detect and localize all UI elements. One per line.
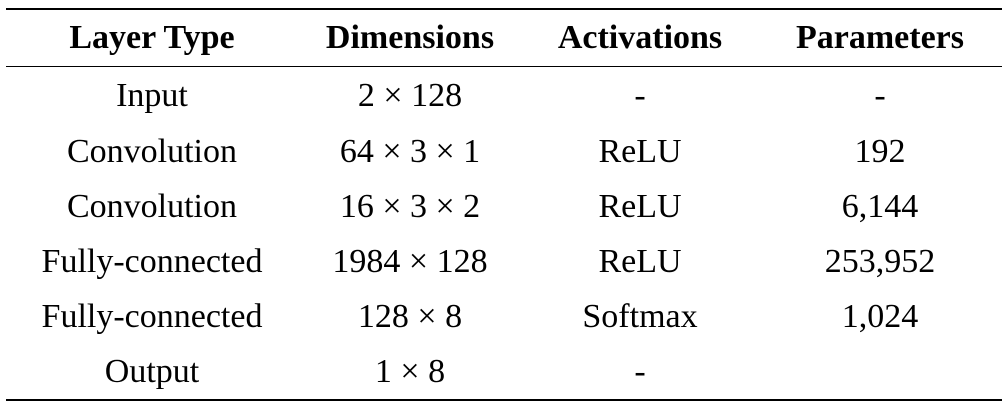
table-row: Fully-connected 128 × 8 Softmax 1,024 [6, 289, 1002, 344]
cell-dimensions: 128 × 8 [357, 297, 463, 335]
table-row: Convolution 16 × 3 × 2 ReLU 6,144 [6, 179, 1002, 234]
bottom-rule [6, 399, 1002, 401]
cell-layer-type: Fully-connected [41, 242, 263, 280]
cell-activations: - [634, 352, 646, 390]
cell-layer-type: Fully-connected [41, 297, 263, 335]
cell-layer-type: Convolution [66, 132, 238, 170]
table-header-row: Layer Type Dimensions Activations Parame… [6, 10, 1002, 66]
cell-activations: Softmax [582, 297, 698, 335]
cell-layer-type: Convolution [66, 187, 238, 225]
header-rule [6, 66, 1002, 67]
header-layer-type: Layer Type [69, 19, 235, 56]
table-row: Convolution 64 × 3 × 1 ReLU 192 [6, 124, 1002, 179]
cell-activations: ReLU [598, 132, 682, 170]
cell-parameters: 192 [854, 132, 906, 170]
header-dimensions: Dimensions [325, 19, 495, 56]
layer-table: Layer Type Dimensions Activations Parame… [6, 8, 1002, 401]
cell-layer-type: Input [116, 76, 188, 114]
cell-dimensions: 1984 × 128 [332, 242, 488, 280]
cell-parameters: 253,952 [824, 242, 936, 280]
cell-activations: - [634, 76, 646, 114]
table-row: Fully-connected 1984 × 128 ReLU 253,952 [6, 234, 1002, 289]
cell-parameters: 1,024 [841, 297, 919, 335]
cell-parameters: - [874, 76, 886, 114]
cell-dimensions: 2 × 128 [357, 76, 463, 114]
table-row: Input 2 × 128 - - [6, 67, 1002, 124]
cell-activations: ReLU [598, 187, 682, 225]
table-row: Output 1 × 8 - [6, 344, 1002, 399]
cell-dimensions: 1 × 8 [374, 352, 446, 390]
cell-activations: ReLU [598, 242, 682, 280]
cell-layer-type: Output [104, 352, 200, 390]
cell-dimensions: 16 × 3 × 2 [339, 187, 481, 225]
cell-parameters: 6,144 [841, 187, 919, 225]
cell-dimensions: 64 × 3 × 1 [339, 132, 481, 170]
top-rule [6, 8, 1002, 10]
header-activations: Activations [557, 19, 723, 56]
header-parameters: Parameters [795, 19, 964, 56]
